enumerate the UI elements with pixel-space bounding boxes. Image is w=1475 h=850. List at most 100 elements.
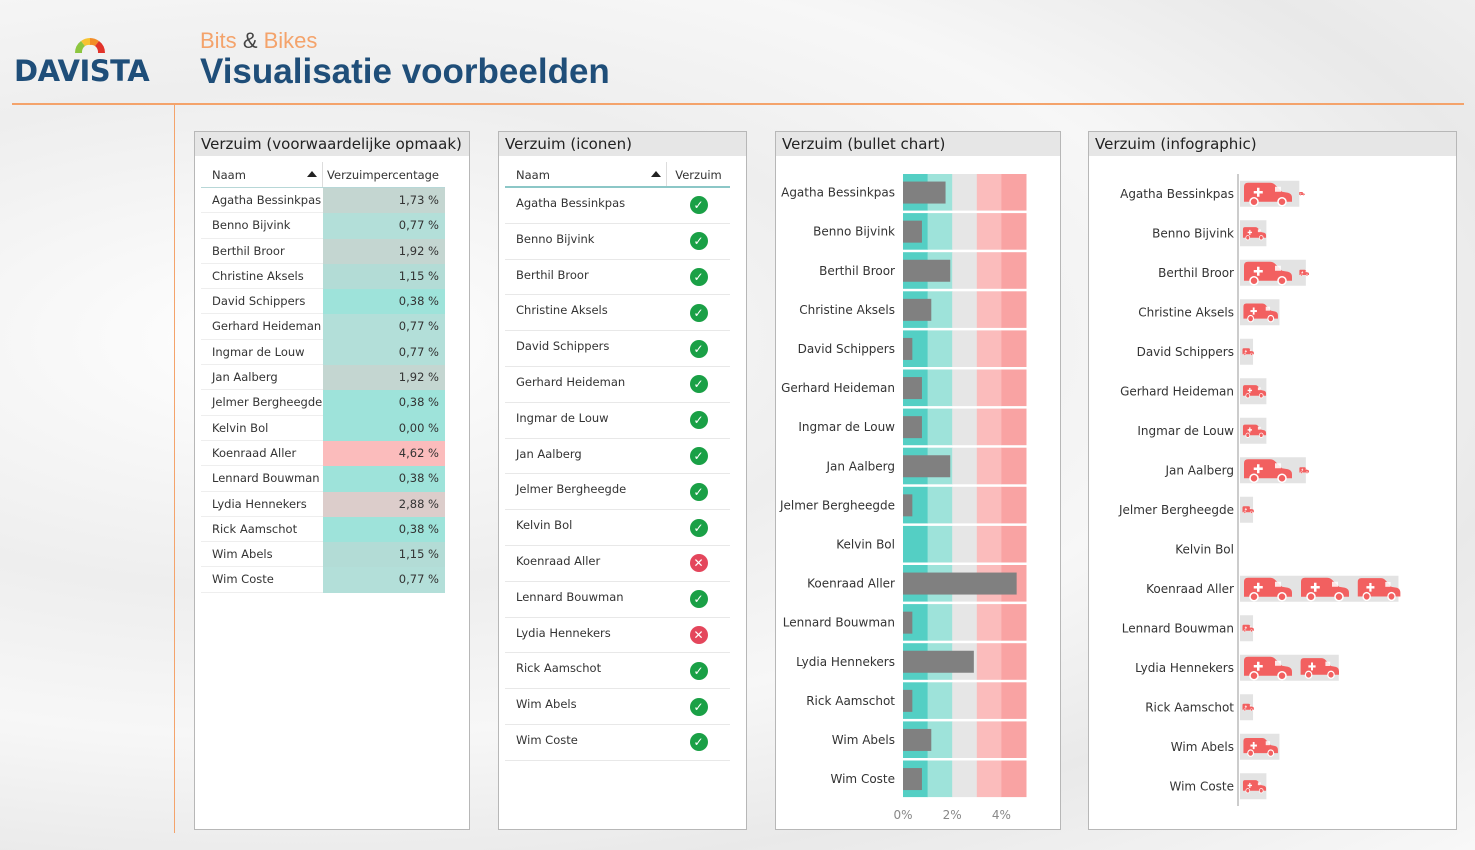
table-row[interactable]: Jelmer Bergheegde 0,38 %	[201, 390, 445, 416]
infographic-row[interactable]: Lennard Bouwman	[1122, 615, 1254, 642]
table-row[interactable]: Jan Aalberg ✓	[505, 439, 730, 475]
infographic-row[interactable]: Kelvin Bol	[1175, 542, 1234, 556]
table-row[interactable]: Koenraad Aller 4,62 %	[201, 440, 445, 467]
table-row[interactable]: Christine Aksels ✓	[505, 295, 730, 332]
infographic-row[interactable]: Christine Aksels	[1138, 299, 1280, 326]
infographic-row[interactable]: Ingmar de Louw	[1137, 417, 1267, 444]
bullet-bar	[903, 377, 922, 400]
bullet-row[interactable]: Rick Aamschot	[806, 682, 1027, 719]
bullet-row[interactable]: Christine Aksels	[799, 291, 1027, 328]
verzuim-percentage: 2,88 %	[323, 491, 445, 517]
bullet-row[interactable]: Gerhard Heideman	[781, 369, 1027, 407]
bullet-row[interactable]: David Schippers	[798, 330, 1027, 367]
bullet-band	[952, 291, 978, 328]
table-row[interactable]: David Schippers ✓	[505, 331, 730, 367]
bullet-row[interactable]: Lennard Bouwman	[783, 604, 1027, 641]
column-label: Naam	[212, 168, 246, 182]
table-row[interactable]: Berthil Broor ✓	[505, 260, 730, 296]
infographic-row[interactable]: Jelmer Bergheegde	[1118, 496, 1254, 523]
bullet-bar	[903, 768, 922, 791]
bullet-row[interactable]: Agatha Bessinkpas	[781, 174, 1027, 211]
infographic-row[interactable]: Jan Aalberg	[1164, 457, 1309, 484]
table-row[interactable]: Rick Aamschot ✓	[505, 653, 730, 690]
table-row[interactable]: Lydia Hennekers 2,88 %	[201, 491, 445, 517]
table-row[interactable]: Ingmar de Louw ✓	[505, 403, 730, 439]
table-row[interactable]: Lydia Hennekers ✕	[505, 618, 730, 654]
table-row[interactable]: Wim Coste ✓	[505, 725, 730, 761]
table-row[interactable]: Berthil Broor 1,92 %	[201, 238, 445, 264]
bullet-row[interactable]: Wim Abels	[832, 721, 1027, 758]
table-row[interactable]: Gerhard Heideman 0,77 %	[201, 314, 445, 340]
infographic-row[interactable]: Wim Abels	[1171, 733, 1280, 760]
logo-text: DAVISTA	[14, 54, 150, 88]
table-row[interactable]: David Schippers 0,38 %	[201, 289, 445, 315]
gauge-icon	[75, 38, 105, 53]
infographic-label: Gerhard Heideman	[1120, 384, 1234, 398]
bullet-row[interactable]: Benno Bijvink	[813, 213, 1027, 250]
table-row[interactable]: Benno Bijvink 0,77 %	[201, 213, 445, 239]
table-row[interactable]: Lennard Bouwman ✓	[505, 582, 730, 618]
bullet-row[interactable]: Koenraad Aller	[807, 565, 1027, 602]
employee-name: Gerhard Heideman	[516, 374, 626, 389]
infographic-label: Jan Aalberg	[1164, 463, 1234, 477]
bullet-row[interactable]: Lydia Hennekers	[796, 643, 1027, 680]
table-row[interactable]: Agatha Bessinkpas 1,73 %	[201, 188, 445, 214]
table-row[interactable]: Lennard Bouwman 0,38 %	[201, 466, 445, 492]
table-row[interactable]: Agatha Bessinkpas ✓	[505, 188, 730, 224]
bullet-band	[1001, 604, 1027, 641]
infographic-row[interactable]: Gerhard Heideman	[1120, 378, 1267, 405]
column-header-naam[interactable]: Naam	[201, 162, 323, 187]
table-row[interactable]: Kelvin Bol 0,00 %	[201, 415, 445, 441]
table-row[interactable]: Rick Aamschot 0,38 %	[201, 516, 445, 543]
verzuim-percentage: 0,77 %	[323, 567, 445, 593]
infographic-label: Rick Aamschot	[1145, 700, 1234, 714]
bullet-band	[952, 760, 978, 798]
bullet-band	[952, 174, 978, 211]
bullet-band	[976, 447, 1002, 485]
infographic-row[interactable]: Wim Coste	[1170, 773, 1267, 800]
bullet-row[interactable]: Jelmer Bergheegde	[779, 486, 1027, 524]
panel-title: Verzuim (infographic)	[1089, 132, 1456, 156]
table-row[interactable]: Ingmar de Louw 0,77 %	[201, 339, 445, 366]
table-row[interactable]: Christine Aksels 1,15 %	[201, 263, 445, 290]
infographic-row[interactable]: Rick Aamschot	[1145, 694, 1254, 721]
ambulance-icon	[1301, 577, 1349, 602]
column-header-naam[interactable]: Naam	[505, 162, 667, 186]
bullet-row[interactable]: Berthil Broor	[819, 252, 1027, 289]
bullet-row[interactable]: Ingmar de Louw	[798, 408, 1027, 446]
bullet-band	[976, 525, 1002, 563]
infographic-row[interactable]: Berthil Broor	[1158, 259, 1309, 286]
bullet-band	[903, 525, 929, 563]
table-row[interactable]: Wim Abels 1,15 %	[201, 542, 445, 568]
column-header-verzuimpercentage[interactable]: Verzuimpercentage	[327, 168, 439, 182]
infographic-row[interactable]: Koenraad Aller	[1146, 575, 1401, 602]
employee-name: Koenraad Aller	[201, 441, 323, 467]
table-row[interactable]: Kelvin Bol ✓	[505, 510, 730, 546]
bullet-band	[976, 330, 1002, 367]
employee-name: Wim Abels	[201, 542, 323, 568]
table-row[interactable]: Gerhard Heideman ✓	[505, 367, 730, 403]
sort-ascending-icon[interactable]	[651, 171, 661, 177]
table-row[interactable]: Wim Coste 0,77 %	[201, 567, 445, 593]
table-row[interactable]: Jelmer Bergheegde ✓	[505, 474, 730, 511]
infographic-row[interactable]: Agatha Bessinkpas	[1120, 180, 1305, 207]
table-row[interactable]: Wim Abels ✓	[505, 689, 730, 725]
bullet-row[interactable]: Jan Aalberg	[825, 447, 1027, 485]
bullet-band	[927, 525, 953, 563]
column-header-verzuim[interactable]: Verzuim	[675, 168, 722, 182]
x-tick-label: 4%	[992, 808, 1011, 822]
bullet-row[interactable]: Wim Coste	[831, 760, 1027, 798]
infographic-row[interactable]: David Schippers	[1137, 338, 1254, 365]
employee-name: Rick Aamschot	[516, 661, 602, 676]
table-row[interactable]: Jan Aalberg 1,92 %	[201, 365, 445, 391]
bullet-band	[927, 721, 953, 758]
sort-ascending-icon[interactable]	[307, 171, 317, 177]
table-row[interactable]: Benno Bijvink ✓	[505, 224, 730, 260]
panel-title: Verzuim (voorwaardelijke opmaak)	[195, 132, 469, 156]
infographic-row[interactable]: Benno Bijvink	[1152, 220, 1267, 247]
table-row[interactable]: Koenraad Aller ✕	[505, 546, 730, 582]
bullet-row[interactable]: Kelvin Bol	[836, 525, 1027, 563]
infographic-row[interactable]: Lydia Hennekers	[1135, 654, 1339, 681]
status-cell: ✓	[667, 295, 730, 330]
employee-name: Wim Coste	[516, 732, 578, 747]
